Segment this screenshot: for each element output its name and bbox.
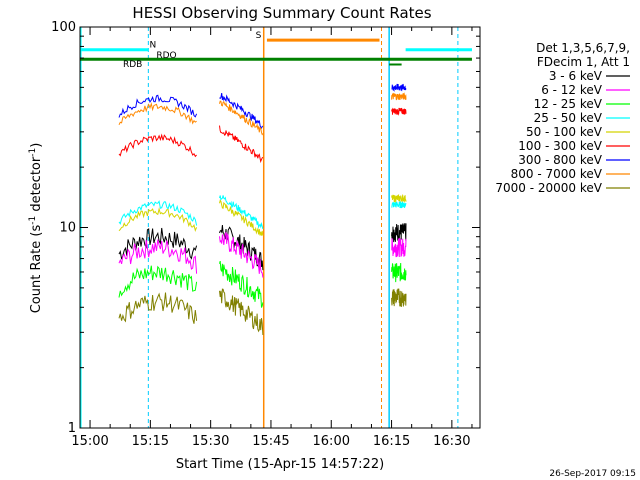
series-trace-1 — [118, 207, 198, 232]
legend-label: 7000 - 20000 keV — [495, 181, 602, 195]
legend-header-detectors: Det 1,3,5,6,7,9, — [536, 41, 630, 55]
x-axis-label: Start Time (15-Apr-15 14:57:22) — [176, 457, 384, 472]
legend-label: 100 - 300 keV — [518, 139, 602, 153]
series-300-800-kev — [118, 83, 407, 129]
series-12-25-kev — [118, 260, 407, 308]
chart-title: HESSI Observing Summary Count Rates — [132, 4, 431, 22]
axes: 15:00 15:15 15:30 15:45 16:00 16:15 16:30 1 10 10… — [51, 20, 481, 449]
series-trace-1 — [118, 102, 197, 126]
series-trace-1 — [118, 292, 198, 324]
y-axis-label-tail: detector — [29, 156, 44, 216]
y-axis-label: Count Rate (s-1 detector-1) — [28, 143, 44, 314]
series-trace-3 — [391, 194, 407, 204]
plot-frame — [79, 26, 481, 429]
legend-label: 3 - 6 keV — [549, 69, 603, 83]
series-25-50-kev — [118, 195, 407, 230]
series-trace-2 — [219, 231, 264, 278]
x-tick-label: 16:00 — [313, 434, 350, 449]
x-tick-label: 15:15 — [132, 434, 169, 449]
series-trace-3 — [391, 83, 407, 92]
series-trace-1 — [118, 200, 198, 226]
series-6-12-kev — [118, 231, 407, 278]
series-800-7000-kev — [118, 92, 407, 136]
series-trace-3 — [391, 107, 407, 116]
x-tick-label: 15:30 — [192, 434, 229, 449]
legend-label: 25 - 50 keV — [534, 111, 603, 125]
legend-label: 300 - 800 keV — [518, 153, 602, 167]
series-trace-2 — [219, 125, 264, 164]
series-trace-3 — [391, 223, 407, 243]
x-tick-label: 16:30 — [433, 434, 470, 449]
series-trace-2 — [219, 199, 264, 236]
legend: Det 1,3,5,6,7,9, FDecim 1, Att 1 3 - 6 k… — [495, 41, 630, 195]
y-axis-label-sup: -1 — [28, 216, 38, 225]
y-axis-label-sup2: -1 — [28, 148, 38, 157]
series-trace-1 — [118, 227, 198, 260]
annotation-s: S — [256, 31, 262, 41]
timestamp: 26-Sep-2017 09:15 — [549, 469, 636, 479]
y-tick-label: 10 — [59, 221, 76, 236]
series-trace-2 — [219, 260, 264, 308]
annotation-rdo: RDO — [156, 51, 176, 61]
series-trace-1 — [118, 94, 198, 118]
x-tick-label: 15:45 — [252, 434, 289, 449]
legend-header-decimation: FDecim 1, Att 1 — [537, 55, 630, 69]
annotation-rdb: RDB — [123, 60, 142, 70]
series-trace-2 — [219, 195, 264, 230]
series-trace-3 — [391, 288, 407, 307]
series-trace-1 — [118, 239, 198, 274]
series-trace-3 — [391, 201, 407, 209]
legend-label: 12 - 25 keV — [534, 97, 603, 111]
y-tick-label: 100 — [51, 20, 76, 35]
series-trace-2 — [219, 100, 264, 136]
y-tick-label: 1 — [68, 421, 76, 436]
series-7000-20000-kev — [118, 288, 407, 336]
series-trace-1 — [118, 265, 198, 298]
series-trace-2 — [219, 93, 264, 129]
series-100-300-kev — [118, 107, 407, 164]
series-trace-2 — [219, 288, 264, 336]
series-trace-3 — [391, 92, 407, 101]
series-trace-1 — [118, 133, 197, 158]
series-50-100-kev — [118, 194, 407, 236]
annotation-n: N — [150, 41, 157, 51]
legend-label: 50 - 100 keV — [526, 125, 603, 139]
legend-label: 800 - 7000 keV — [511, 167, 603, 181]
x-tick-label: 15:00 — [71, 434, 108, 449]
y-axis-label-end: ) — [29, 143, 44, 148]
y-axis-label-main: Count Rate (s — [29, 225, 44, 314]
legend-label: 6 - 12 keV — [541, 83, 603, 97]
series-trace-3 — [391, 237, 407, 258]
x-tick-label: 16:15 — [373, 434, 410, 449]
series-trace-3 — [391, 262, 407, 283]
